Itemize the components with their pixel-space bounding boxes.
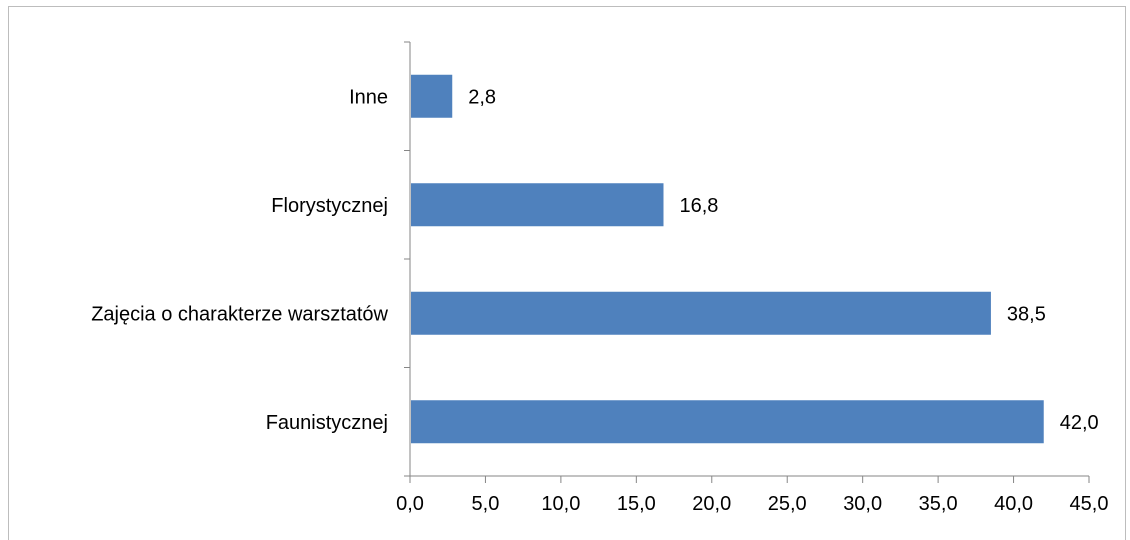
category-label: Florystycznej <box>271 195 388 217</box>
bar <box>411 74 453 118</box>
x-tick-label: 10,0 <box>541 493 580 515</box>
data-label: 42,0 <box>1060 412 1099 434</box>
data-label: 38,5 <box>1007 303 1046 325</box>
x-tick-label: 25,0 <box>768 493 807 515</box>
category-label: Faunistycznej <box>266 412 388 434</box>
x-tick-label: 40,0 <box>994 493 1033 515</box>
x-tick-label: 15,0 <box>617 493 656 515</box>
chart-frame <box>8 6 1126 540</box>
data-label: 2,8 <box>468 86 496 108</box>
bar <box>411 183 664 227</box>
data-label: 16,8 <box>679 195 718 217</box>
bar <box>411 291 991 335</box>
x-tick-label: 35,0 <box>919 493 958 515</box>
category-label: Zajęcia o charakterze warsztatów <box>91 303 388 325</box>
category-label: Inne <box>349 86 388 108</box>
bar <box>411 400 1044 444</box>
x-tick-label: 45,0 <box>1070 493 1109 515</box>
x-tick-label: 0,0 <box>396 493 424 515</box>
x-tick-label: 5,0 <box>472 493 500 515</box>
x-tick-label: 20,0 <box>692 493 731 515</box>
x-tick-label: 30,0 <box>843 493 882 515</box>
